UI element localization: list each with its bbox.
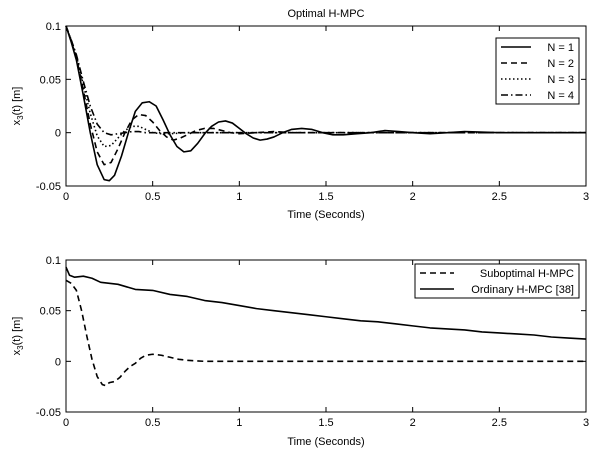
x-axis-label: Time (Seconds): [287, 209, 364, 221]
y-axis-label-subscript: 3: [16, 345, 25, 350]
chart-title: Optimal H-MPC: [287, 8, 364, 20]
y-tick-label: 0.05: [40, 306, 61, 318]
x-tick-label: 1.5: [318, 191, 333, 203]
x-tick-label: 0.5: [145, 191, 160, 203]
series-group: [65, 25, 586, 182]
x-axis-label: Time (Seconds): [287, 436, 364, 448]
y-tick-label: 0.05: [40, 74, 61, 86]
legend-label: N = 1: [547, 42, 574, 54]
y-tick-label: -0.05: [36, 407, 61, 419]
x-tick-label: 3: [583, 417, 589, 429]
x-tick-label: 2.5: [492, 417, 507, 429]
legend-label: N = 3: [547, 74, 574, 86]
y-axis-label: x3(t) [m]: [11, 317, 25, 356]
series-line: [65, 266, 587, 340]
legend: N = 1 N = 2 N = 3 N = 4: [495, 37, 580, 105]
y-tick-label: 0: [55, 128, 61, 140]
y-tick-label: -0.05: [36, 181, 61, 193]
legend-box: [414, 263, 580, 299]
y-axis-label-subscript: 3: [16, 115, 25, 120]
series-line: [65, 279, 586, 387]
legend-box: [495, 37, 580, 105]
y-tick-label: 0.1: [46, 21, 61, 33]
y-tick-label: 0: [55, 356, 61, 368]
legend-label: Ordinary H-MPC [38]: [471, 284, 574, 296]
legend-label: N = 4: [547, 90, 574, 102]
x-tick-label: 1: [236, 417, 242, 429]
x-tick-label: 2.5: [492, 191, 507, 203]
x-tick-label: 3: [583, 191, 589, 203]
series-group: [65, 266, 587, 387]
y-axis-label-main: x: [11, 349, 23, 355]
legend: Suboptimal H-MPC Ordinary H-MPC [38]: [414, 263, 580, 299]
y-axis-label-rest: (t) [m]: [11, 87, 23, 116]
x-tick-label: 1.5: [318, 417, 333, 429]
series-line: [65, 25, 586, 166]
y-axis-label: x3(t) [m]: [11, 87, 25, 126]
y-axis-label-rest: (t) [m]: [11, 317, 23, 346]
y-axis-label-main: x: [11, 119, 23, 125]
series-line: [65, 25, 586, 148]
plot-optimal-hmpc: Optimal H-MPC Time (Seconds) x3(t) [m] 0…: [11, 8, 589, 221]
x-tick-label: 0.5: [145, 417, 160, 429]
plot-comparison: Time (Seconds) x3(t) [m] 0 0.5 1 1.5 2 2.5 3-0…: [11, 255, 589, 448]
series-line: [65, 25, 586, 182]
x-tick-label: 2: [410, 191, 416, 203]
x-tick-label: 0: [63, 417, 69, 429]
y-tick-label: 0.1: [46, 255, 61, 267]
series-line: [65, 25, 586, 136]
legend-label: Suboptimal H-MPC: [480, 268, 574, 280]
x-tick-label: 2: [410, 417, 416, 429]
legend-label: N = 2: [547, 58, 574, 70]
x-tick-label: 0: [63, 191, 69, 203]
x-tick-label: 1: [236, 191, 242, 203]
